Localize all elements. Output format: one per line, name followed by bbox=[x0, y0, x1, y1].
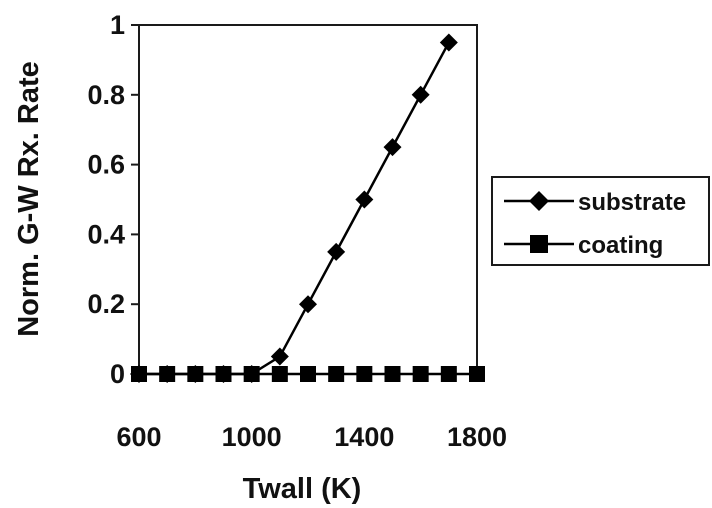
y-tick-label: 1 bbox=[110, 10, 125, 40]
y-axis-title: Norm. G-W Rx. Rate bbox=[13, 61, 45, 337]
legend-marker-coating bbox=[530, 235, 548, 253]
y-tick-label: 0.6 bbox=[87, 150, 125, 180]
legend-label-substrate: substrate bbox=[578, 189, 686, 216]
data-point-coating bbox=[440, 366, 457, 382]
data-point-substrate bbox=[270, 347, 289, 366]
data-point-substrate bbox=[158, 365, 177, 383]
data-point-substrate bbox=[299, 295, 317, 314]
y-tick-label: 0.2 bbox=[87, 289, 125, 319]
plot-area-frame bbox=[138, 24, 478, 375]
data-point-coating bbox=[384, 366, 401, 382]
y-tick-label: 0.8 bbox=[87, 80, 125, 110]
legend-box bbox=[491, 176, 710, 266]
data-point-coating bbox=[469, 366, 485, 382]
data-point-coating bbox=[356, 366, 373, 382]
data-point-substrate bbox=[214, 365, 233, 383]
data-point-coating bbox=[271, 366, 288, 382]
data-point-substrate bbox=[439, 33, 458, 52]
x-tick-label: 1800 bbox=[447, 422, 507, 452]
y-tick-label: 0.4 bbox=[87, 219, 125, 249]
legend-label-coating: coating bbox=[578, 232, 663, 259]
legend-marker-substrate bbox=[529, 191, 549, 211]
data-point-substrate bbox=[186, 365, 205, 383]
data-point-coating bbox=[328, 366, 345, 382]
data-point-substrate bbox=[411, 85, 430, 104]
x-tick-label: 1000 bbox=[222, 422, 282, 452]
data-point-substrate bbox=[327, 242, 346, 261]
x-tick-label: 600 bbox=[116, 422, 161, 452]
data-point-substrate bbox=[242, 365, 261, 383]
y-tick-label: 0 bbox=[110, 359, 125, 389]
data-point-substrate bbox=[130, 365, 148, 383]
x-tick-label: 1400 bbox=[334, 422, 394, 452]
data-point-coating bbox=[300, 366, 316, 382]
data-point-substrate bbox=[355, 190, 374, 209]
data-point-coating bbox=[412, 366, 429, 382]
x-axis-title: Twall (K) bbox=[243, 473, 362, 505]
data-point-substrate bbox=[383, 138, 402, 157]
